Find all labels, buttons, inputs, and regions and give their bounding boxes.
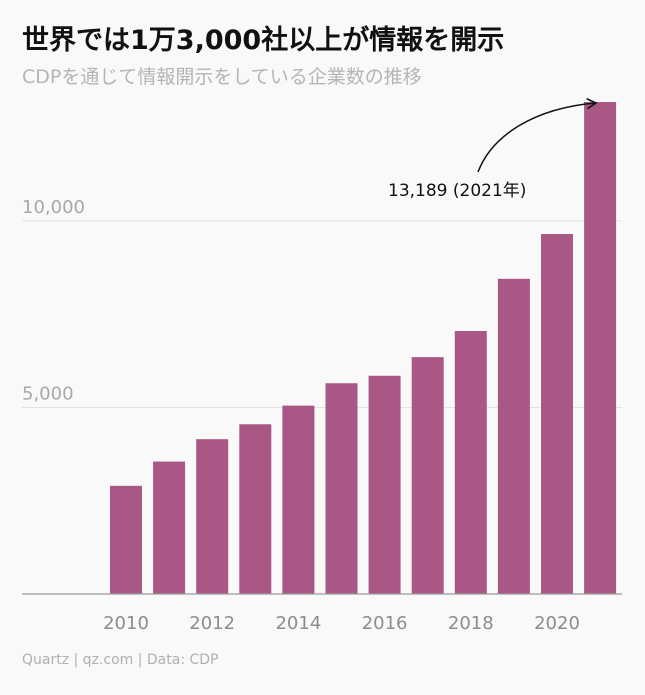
annotation-arrow — [477, 98, 598, 173]
x-tick-label: 2020 — [534, 613, 580, 634]
annotation-label: 13,189 (2021年) — [388, 181, 526, 201]
x-tick-label: 2018 — [448, 613, 494, 634]
chart-subtitle: CDPを通じて情報開示をしている企業数の推移 — [22, 66, 422, 88]
bar-2010 — [110, 485, 142, 594]
x-tick-label: 2014 — [275, 613, 321, 634]
bar-2017 — [411, 357, 444, 594]
bar-2018 — [454, 331, 487, 594]
bar-2019 — [497, 278, 530, 594]
y-tick-label: 10,000 — [22, 197, 85, 218]
bar-2016 — [368, 375, 401, 594]
x-tick-label: 2012 — [189, 613, 235, 634]
chart-title: 世界では1万3,000社以上が情報を開示 — [22, 25, 505, 56]
bar-2021 — [584, 102, 617, 594]
x-tick-label: 2010 — [103, 613, 149, 634]
bar-2013 — [239, 424, 272, 594]
y-tick-label: 5,000 — [22, 383, 74, 404]
source-footer: Quartz | qz.com | Data: CDP — [22, 652, 219, 668]
bar-2014 — [282, 405, 315, 594]
x-tick-label: 2016 — [362, 613, 408, 634]
bar-2020 — [541, 234, 573, 595]
bar-2012 — [196, 439, 229, 594]
bar-2015 — [325, 383, 358, 594]
bar-2011 — [153, 461, 186, 594]
